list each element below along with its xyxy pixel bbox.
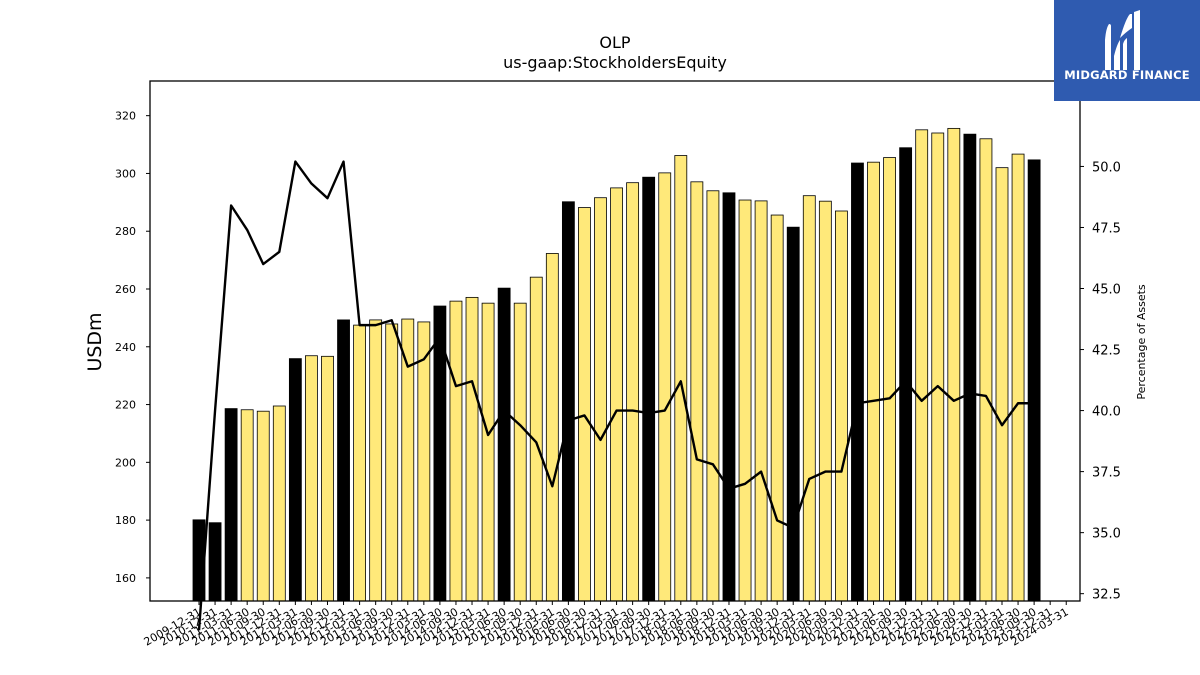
bar-33 bbox=[722, 192, 736, 602]
midgard-logo-icon bbox=[1105, 10, 1140, 70]
bar-32 bbox=[706, 190, 720, 602]
y-tick-label-3: 220 bbox=[115, 399, 136, 412]
plot-frame bbox=[149, 80, 1081, 602]
bar-7 bbox=[305, 355, 318, 602]
bar-22 bbox=[545, 253, 559, 602]
y-tick-label-4: 240 bbox=[115, 341, 136, 354]
bar-25 bbox=[594, 197, 607, 602]
bar-12 bbox=[385, 323, 399, 602]
midgard-finance-logo: MIDGARD FINANCE bbox=[1054, 0, 1200, 101]
y2-tick-label-1: 35.0 bbox=[1092, 527, 1121, 542]
bar-6 bbox=[288, 358, 302, 602]
bar-38 bbox=[802, 195, 816, 602]
bar-28 bbox=[642, 176, 656, 602]
y-axis-label: USDm bbox=[84, 312, 106, 371]
bar-36 bbox=[770, 214, 784, 602]
bar-20 bbox=[513, 302, 527, 602]
chart-title: OLP bbox=[599, 33, 631, 52]
bar-11 bbox=[369, 319, 383, 602]
bar-45 bbox=[915, 129, 929, 602]
bar-24 bbox=[578, 207, 591, 602]
y-axis-ticks: 160 180 200 220 240 260 280 300 320 bbox=[115, 110, 150, 585]
bar-13 bbox=[401, 318, 415, 602]
y2-tick-label-7: 50.0 bbox=[1092, 160, 1121, 175]
percentage-line bbox=[197, 160, 1035, 631]
bar-10 bbox=[353, 324, 367, 602]
bar-43 bbox=[883, 157, 896, 602]
bar-42 bbox=[867, 161, 880, 602]
y2-tick-label-3: 40.0 bbox=[1092, 405, 1121, 420]
bar-series bbox=[192, 127, 1041, 602]
y2-tick-label-0: 32.5 bbox=[1092, 588, 1121, 603]
y-tick-label-2: 200 bbox=[115, 456, 136, 469]
bar-48 bbox=[963, 133, 977, 602]
bar-5 bbox=[272, 405, 286, 602]
y-tick-label-7: 300 bbox=[115, 167, 136, 180]
bar-47 bbox=[947, 127, 961, 602]
bar-3 bbox=[240, 409, 254, 602]
bar-49 bbox=[979, 138, 993, 602]
y2-tick-label-4: 42.5 bbox=[1092, 344, 1121, 359]
bar-34 bbox=[738, 199, 752, 602]
x-axis-ticks: 2009-12-312010-12-312011-03-312011-06-30… bbox=[142, 601, 1071, 649]
bar-51 bbox=[1011, 153, 1025, 602]
y-tick-label-5: 260 bbox=[115, 283, 136, 296]
bar-19 bbox=[497, 287, 511, 602]
bar-8 bbox=[321, 355, 334, 602]
bar-4 bbox=[256, 410, 270, 602]
y-tick-label-6: 280 bbox=[115, 225, 136, 238]
y-tick-label-0: 160 bbox=[115, 572, 136, 585]
bar-30 bbox=[674, 155, 688, 602]
y2-tick-label-5: 45.0 bbox=[1092, 283, 1121, 298]
bar-41 bbox=[851, 162, 864, 602]
y-tick-label-1: 180 bbox=[115, 514, 136, 527]
bar-14 bbox=[417, 321, 431, 602]
bar-27 bbox=[626, 182, 640, 602]
bar-18 bbox=[481, 302, 495, 602]
bar-44 bbox=[899, 147, 913, 602]
y2-axis-ticks: 32.5 35.0 37.5 40.0 42.5 45.0 47.5 50.0 bbox=[1080, 160, 1121, 603]
y2-tick-label-2: 37.5 bbox=[1092, 466, 1121, 481]
bar-2 bbox=[224, 408, 238, 602]
bar-17 bbox=[465, 296, 479, 602]
bar-29 bbox=[658, 172, 672, 602]
bar-46 bbox=[931, 132, 945, 602]
y2-axis-label: Percentage of Assets bbox=[1135, 284, 1148, 400]
bar-40 bbox=[835, 210, 848, 602]
line-series bbox=[197, 160, 1035, 631]
chart-subtitle: us-gaap:StockholdersEquity bbox=[503, 53, 727, 72]
y2-tick-label-6: 47.5 bbox=[1092, 221, 1121, 236]
bar-1 bbox=[208, 522, 222, 602]
bar-35 bbox=[754, 200, 768, 602]
bar-31 bbox=[690, 181, 704, 602]
logo-text: MIDGARD FINANCE bbox=[1064, 68, 1190, 82]
bar-26 bbox=[610, 187, 623, 602]
bar-16 bbox=[449, 300, 463, 602]
bar-23 bbox=[561, 201, 575, 602]
bar-50 bbox=[995, 167, 1009, 602]
bar-9 bbox=[337, 319, 350, 602]
y-tick-label-8: 320 bbox=[115, 110, 136, 123]
bar-52 bbox=[1027, 159, 1041, 602]
bar-37 bbox=[786, 226, 800, 602]
bar-39 bbox=[818, 200, 832, 602]
